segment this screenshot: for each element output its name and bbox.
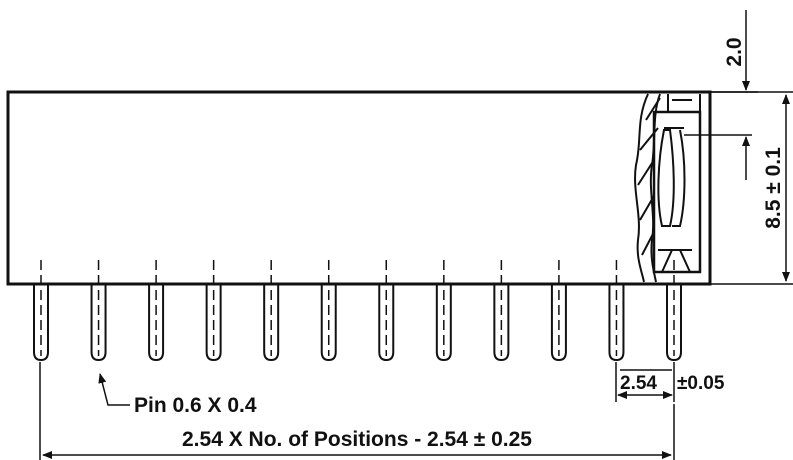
- pin-row: [34, 260, 681, 360]
- pin: [92, 260, 106, 360]
- pin: [207, 260, 221, 360]
- top-gap-dimension: [684, 10, 758, 180]
- connector-body: [8, 92, 710, 284]
- contact-cutaway: [635, 94, 700, 282]
- pin: [149, 260, 163, 360]
- pin: [34, 260, 48, 360]
- height-label: 8.5 ± 0.1: [762, 147, 785, 229]
- total-length-label: 2.54 X No. of Positions - 2.54 ± 0.25: [182, 428, 532, 451]
- pin-size-label: Pin 0.6 X 0.4: [134, 394, 257, 417]
- pitch-value-label: 2.54: [620, 373, 657, 394]
- pin: [379, 260, 393, 360]
- pin: [667, 260, 681, 360]
- pin-size-leader: [100, 374, 130, 405]
- pin: [494, 260, 508, 360]
- pin: [609, 260, 623, 360]
- pitch-tolerance-label: ±0.05: [677, 373, 725, 394]
- pin: [264, 260, 278, 360]
- pin: [552, 260, 566, 360]
- pin: [437, 260, 451, 360]
- pin: [322, 260, 336, 360]
- top-gap-label: 2.0: [723, 37, 746, 66]
